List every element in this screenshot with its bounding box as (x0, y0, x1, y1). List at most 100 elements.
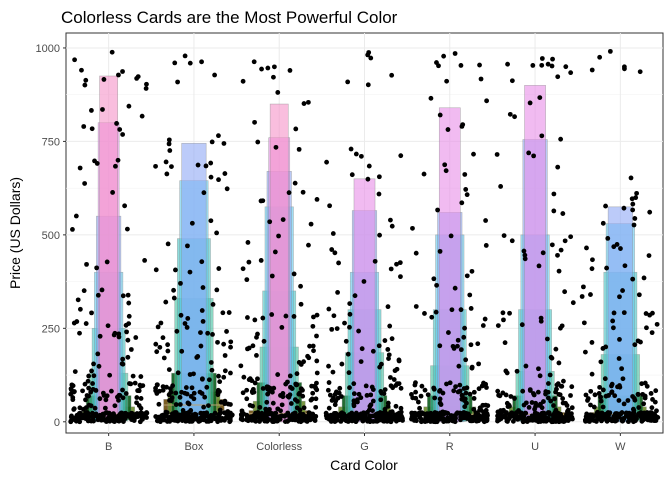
data-point (469, 365, 475, 371)
data-point (214, 230, 220, 236)
data-point (101, 77, 107, 82)
data-point (483, 218, 489, 223)
data-point (188, 394, 194, 399)
data-point (355, 415, 361, 421)
data-point (314, 312, 320, 318)
data-point (204, 384, 210, 390)
data-point (452, 285, 458, 291)
data-point (365, 82, 371, 88)
data-point (588, 402, 593, 408)
data-point (600, 404, 606, 410)
data-point (104, 259, 110, 265)
data-point (501, 233, 507, 238)
data-point (588, 413, 593, 419)
data-point (326, 363, 331, 369)
data-point (125, 292, 131, 298)
data-point (275, 90, 281, 95)
data-point (164, 384, 169, 390)
data-point (598, 359, 604, 365)
data-point (631, 408, 637, 413)
data-point (153, 341, 159, 347)
data-point (545, 395, 551, 401)
data-point (598, 398, 604, 404)
data-point (388, 266, 394, 272)
data-point (310, 343, 316, 349)
data-point (114, 121, 119, 126)
data-point (166, 137, 172, 143)
data-point (447, 380, 453, 386)
data-point (191, 371, 196, 377)
data-point (480, 402, 486, 408)
data-point (221, 141, 227, 146)
data-point (254, 353, 259, 358)
data-point (335, 395, 341, 401)
data-point (507, 310, 512, 316)
data-point (209, 139, 215, 145)
data-point (429, 314, 435, 320)
data-point (570, 300, 576, 306)
data-point (107, 372, 113, 378)
data-point (631, 419, 636, 425)
data-point (209, 367, 215, 373)
data-point (83, 397, 88, 403)
data-point (457, 382, 463, 388)
data-point (440, 390, 446, 396)
data-point (310, 323, 316, 329)
data-point (300, 387, 305, 393)
data-point (73, 213, 79, 219)
data-point (208, 160, 214, 166)
data-point (75, 297, 81, 303)
x-tick-label: B (105, 441, 112, 453)
data-point (495, 323, 501, 329)
data-point (378, 415, 384, 421)
data-point (216, 177, 221, 183)
data-point (122, 203, 128, 209)
data-point (271, 385, 277, 391)
data-point (206, 403, 211, 409)
data-point (330, 369, 336, 375)
data-point (155, 382, 160, 388)
data-point (464, 416, 470, 421)
data-point (443, 168, 449, 174)
data-point (291, 314, 297, 319)
data-point (193, 412, 199, 418)
data-point (540, 250, 546, 256)
data-point (349, 172, 355, 178)
data-point (523, 400, 529, 406)
data-point (611, 310, 617, 316)
data-point (142, 258, 148, 263)
data-point (187, 269, 193, 275)
data-point (101, 411, 107, 417)
data-point (455, 337, 461, 343)
data-point (505, 61, 510, 67)
data-point (589, 340, 595, 345)
data-point (300, 189, 306, 195)
data-point (345, 351, 351, 357)
data-point (476, 386, 482, 392)
data-point (120, 69, 125, 74)
data-point (199, 391, 205, 396)
data-point (85, 378, 91, 384)
data-point (388, 217, 393, 223)
data-point (189, 220, 195, 226)
data-point (378, 397, 384, 403)
data-point (173, 267, 178, 273)
data-point (442, 410, 448, 415)
x-axis-title: Card Color (330, 457, 398, 473)
data-point (185, 415, 191, 421)
data-point (177, 394, 183, 400)
data-point (531, 392, 537, 398)
data-point (228, 402, 233, 407)
data-point (607, 410, 613, 416)
data-point (347, 301, 353, 306)
data-point (212, 416, 218, 422)
data-point (649, 405, 655, 411)
data-point (297, 407, 303, 413)
data-point (92, 158, 97, 164)
data-point (241, 411, 246, 417)
data-point (524, 419, 530, 425)
data-point (631, 222, 637, 228)
data-point (203, 163, 209, 169)
data-point (392, 368, 398, 374)
data-point (510, 418, 516, 424)
